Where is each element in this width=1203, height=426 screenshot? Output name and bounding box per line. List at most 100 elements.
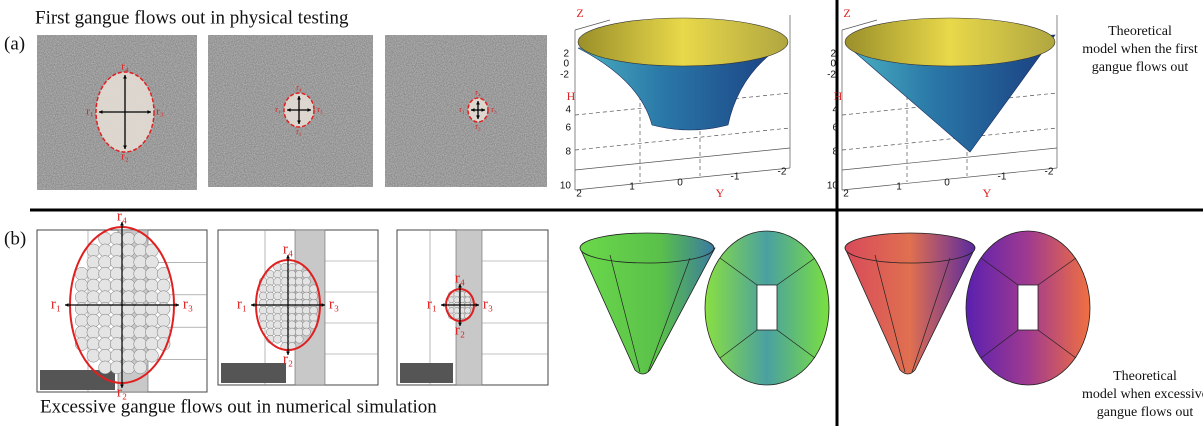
tick-label: 8 xyxy=(832,147,838,158)
particle xyxy=(99,256,112,269)
particle xyxy=(110,314,123,327)
particle xyxy=(122,314,135,327)
particle xyxy=(157,326,170,339)
particle xyxy=(145,314,158,327)
particle xyxy=(266,292,274,300)
particle xyxy=(288,328,296,336)
particle xyxy=(295,270,303,278)
radius-label: r₄ xyxy=(455,270,465,286)
particle xyxy=(274,270,282,278)
tick-label: 10 xyxy=(560,181,572,192)
particle xyxy=(134,302,147,315)
particle xyxy=(99,302,112,315)
axis-box-line xyxy=(575,128,790,150)
particle xyxy=(75,314,88,327)
particle xyxy=(259,306,267,314)
tick-label: 2 xyxy=(576,189,582,200)
model-caption: gangue flows out xyxy=(1097,405,1194,420)
particle xyxy=(295,292,303,300)
particle xyxy=(87,338,100,351)
particle xyxy=(288,321,296,329)
particle xyxy=(295,335,303,343)
particle xyxy=(122,244,135,257)
particle xyxy=(288,278,296,286)
tick-label: 2 xyxy=(843,189,849,200)
particle xyxy=(454,308,460,314)
tick-label: -1 xyxy=(731,172,740,183)
particle xyxy=(99,267,112,280)
particle xyxy=(99,338,112,351)
radius-label: r₂ xyxy=(475,122,481,131)
particle xyxy=(157,291,170,304)
particle xyxy=(99,326,112,339)
particle xyxy=(110,302,123,315)
particle xyxy=(110,326,123,339)
particle xyxy=(75,291,88,304)
particle xyxy=(99,349,112,362)
radius-label: r₁ xyxy=(427,296,437,312)
particle xyxy=(110,279,123,292)
axis-label: Z xyxy=(843,6,850,20)
particle xyxy=(302,314,310,322)
particle xyxy=(302,328,310,336)
tick-label: 0 xyxy=(677,178,683,189)
particle xyxy=(145,256,158,269)
tick-label: -2 xyxy=(1045,167,1054,178)
particle xyxy=(310,306,318,314)
particle xyxy=(87,256,100,269)
particle xyxy=(295,314,303,322)
particle xyxy=(145,279,158,292)
particle xyxy=(134,338,147,351)
tick-label: 8 xyxy=(565,147,571,158)
particle xyxy=(145,302,158,315)
particle xyxy=(122,256,135,269)
particle xyxy=(87,279,100,292)
radius-label: r₂ xyxy=(296,127,302,136)
particle xyxy=(274,321,282,329)
particle xyxy=(302,306,310,314)
radius-label: r₂ xyxy=(283,351,293,367)
particle xyxy=(122,279,135,292)
model-caption: model when the first xyxy=(1082,42,1198,57)
tick-label: -2 xyxy=(560,70,569,81)
particle xyxy=(157,279,170,292)
tick-label: -2 xyxy=(827,70,836,81)
particle xyxy=(274,328,282,336)
tick-label: 0 xyxy=(944,178,950,189)
radius-label: r₁ xyxy=(275,105,281,114)
radius-label: r₂ xyxy=(455,322,465,338)
particle xyxy=(145,326,158,339)
particle xyxy=(295,328,303,336)
particle xyxy=(75,267,88,280)
radius-label: r₄ xyxy=(283,241,293,257)
particle xyxy=(99,279,112,292)
particle xyxy=(110,267,123,280)
particle xyxy=(295,321,303,329)
tick-label: 6 xyxy=(565,123,571,134)
radius-label: r₄ xyxy=(296,83,302,92)
particle xyxy=(145,349,158,362)
particle xyxy=(134,314,147,327)
particle xyxy=(454,313,460,319)
radius-label: r₃ xyxy=(156,106,164,118)
particle xyxy=(87,314,100,327)
axis-label: Z xyxy=(576,6,583,20)
particle xyxy=(302,278,310,286)
particle xyxy=(302,285,310,293)
particle xyxy=(288,263,296,271)
particle xyxy=(99,314,112,327)
particle xyxy=(259,299,267,307)
particle xyxy=(288,285,296,293)
particle xyxy=(288,306,296,314)
particle xyxy=(259,314,267,322)
particle xyxy=(145,267,158,280)
tick-label: 0 xyxy=(830,59,836,70)
particle xyxy=(465,308,471,314)
particle xyxy=(110,256,123,269)
particle xyxy=(110,349,123,362)
particle xyxy=(110,244,123,257)
particle xyxy=(302,292,310,300)
particle xyxy=(122,326,135,339)
particle xyxy=(145,291,158,304)
